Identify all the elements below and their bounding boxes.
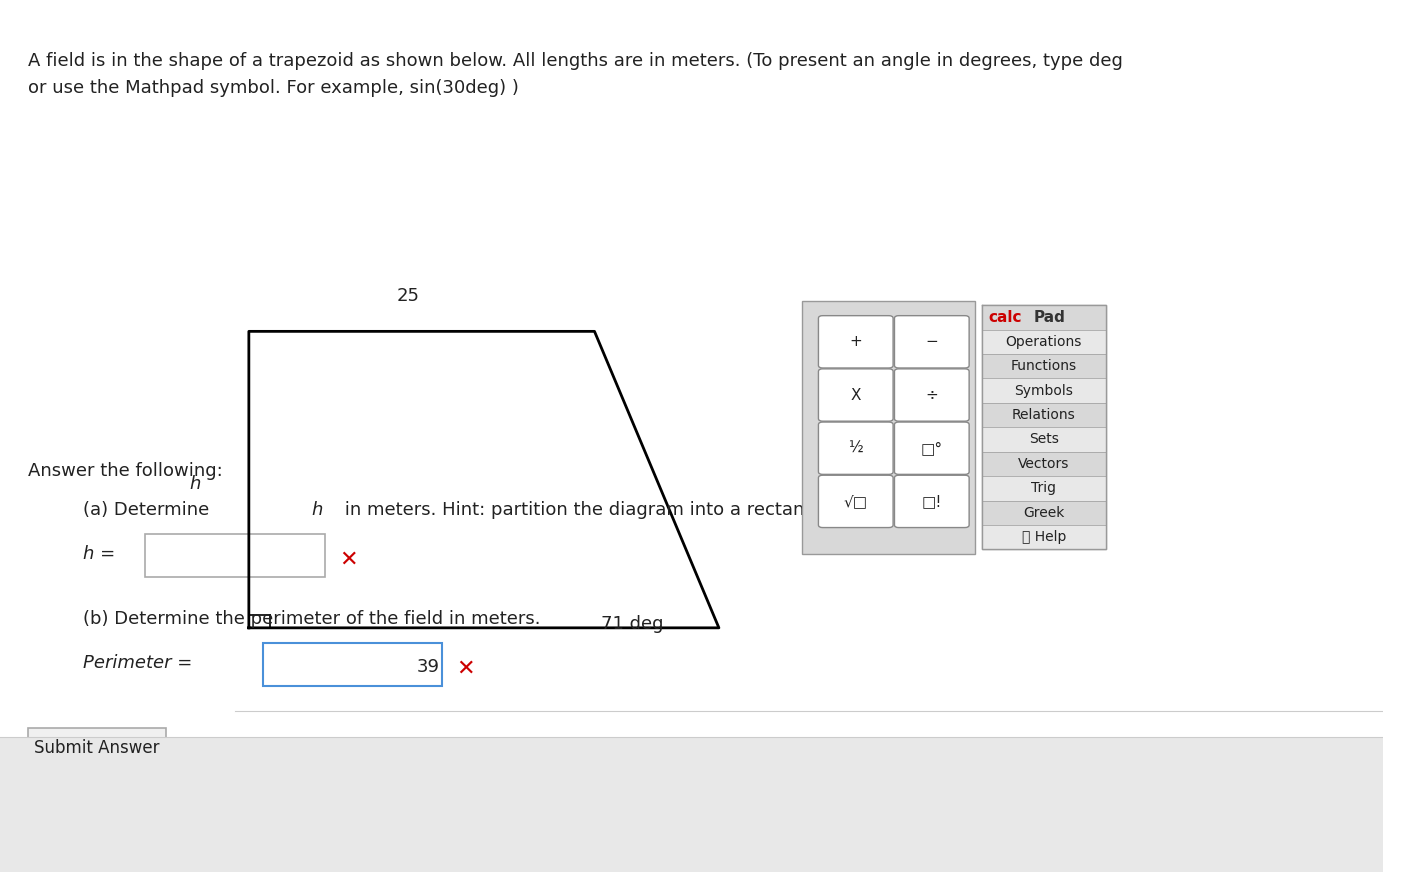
FancyBboxPatch shape — [28, 728, 166, 767]
Text: (a) Determine: (a) Determine — [83, 501, 215, 519]
FancyBboxPatch shape — [818, 422, 893, 474]
Text: Vectors: Vectors — [1018, 457, 1070, 471]
FancyBboxPatch shape — [981, 452, 1107, 476]
FancyBboxPatch shape — [981, 501, 1107, 525]
Text: ÷: ÷ — [925, 387, 938, 403]
FancyBboxPatch shape — [894, 475, 969, 528]
Text: Trig: Trig — [1031, 481, 1056, 495]
Text: □°: □° — [921, 440, 943, 456]
Text: h: h — [189, 475, 200, 493]
FancyBboxPatch shape — [981, 330, 1107, 354]
FancyBboxPatch shape — [801, 301, 974, 554]
FancyBboxPatch shape — [818, 316, 893, 368]
FancyBboxPatch shape — [981, 427, 1107, 452]
Text: −: − — [925, 334, 938, 350]
Text: √□: √□ — [843, 494, 867, 509]
FancyBboxPatch shape — [981, 403, 1107, 427]
FancyBboxPatch shape — [818, 369, 893, 421]
FancyBboxPatch shape — [894, 369, 969, 421]
Text: 39: 39 — [417, 658, 441, 677]
Text: +: + — [849, 334, 862, 350]
Text: Functions: Functions — [1011, 359, 1077, 373]
Text: Pad: Pad — [1033, 310, 1066, 325]
FancyBboxPatch shape — [981, 354, 1107, 378]
Text: Sets: Sets — [1029, 433, 1059, 446]
FancyBboxPatch shape — [981, 525, 1107, 549]
Text: ✕: ✕ — [456, 659, 474, 678]
Text: in meters. Hint: partition the diagram into a rectangle and a triangle.: in meters. Hint: partition the diagram i… — [339, 501, 970, 519]
FancyBboxPatch shape — [981, 305, 1107, 549]
Text: Symbols: Symbols — [1014, 384, 1073, 398]
Text: 25: 25 — [396, 287, 420, 305]
FancyBboxPatch shape — [981, 476, 1107, 501]
FancyBboxPatch shape — [145, 534, 325, 577]
Text: Submit Answer: Submit Answer — [34, 739, 159, 757]
FancyBboxPatch shape — [818, 475, 893, 528]
Text: Relations: Relations — [1012, 408, 1076, 422]
Text: calc: calc — [988, 310, 1022, 325]
Text: Greek: Greek — [1024, 506, 1064, 520]
FancyBboxPatch shape — [0, 737, 1383, 872]
Text: ⓘ Help: ⓘ Help — [1022, 530, 1066, 544]
Text: Perimeter =: Perimeter = — [83, 654, 193, 671]
Text: h: h — [311, 501, 322, 519]
FancyBboxPatch shape — [894, 316, 969, 368]
FancyBboxPatch shape — [981, 378, 1107, 403]
Text: □!: □! — [922, 494, 942, 509]
Text: X: X — [850, 387, 862, 403]
Text: A field is in the shape of a trapezoid as shown below. All lengths are in meters: A field is in the shape of a trapezoid a… — [28, 52, 1122, 97]
FancyBboxPatch shape — [263, 643, 442, 686]
Text: h =: h = — [83, 545, 115, 562]
Text: (b) Determine the perimeter of the field in meters.: (b) Determine the perimeter of the field… — [83, 610, 541, 628]
Text: Answer the following:: Answer the following: — [28, 462, 222, 480]
FancyBboxPatch shape — [981, 305, 1107, 330]
Text: ½: ½ — [849, 440, 863, 456]
FancyBboxPatch shape — [894, 422, 969, 474]
Text: Operations: Operations — [1005, 335, 1081, 349]
Text: 71 deg: 71 deg — [601, 615, 665, 633]
Text: ✕: ✕ — [339, 550, 358, 569]
